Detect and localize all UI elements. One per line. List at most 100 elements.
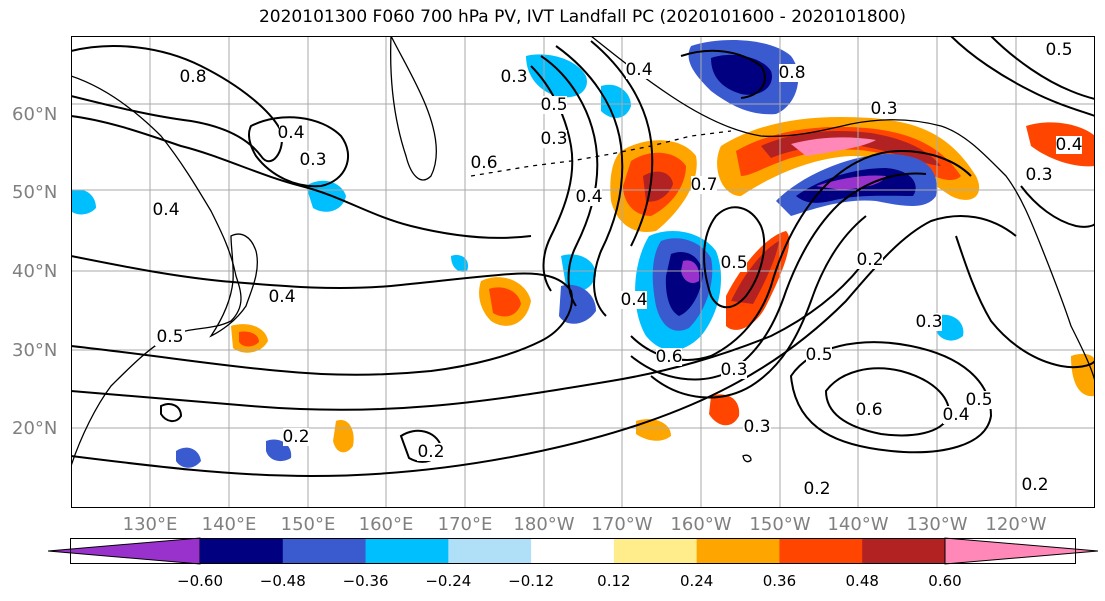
pv-contour	[71, 255, 573, 376]
colorbar-segment	[531, 538, 615, 564]
pv-contour	[71, 265, 862, 411]
contour-label: 0.4	[575, 187, 602, 207]
pv-contour	[555, 45, 624, 317]
lon-label-180w: 180°W	[513, 514, 575, 535]
contour-label: 0.3	[500, 67, 527, 87]
colorbar-tick-label: −0.48	[259, 572, 306, 590]
contour-label: 0.4	[620, 290, 647, 310]
positive-anomaly-region	[761, 130, 941, 166]
colorbar-segment	[779, 538, 863, 564]
positive-anomaly-region	[791, 137, 876, 156]
lon-label-120w: 120°W	[985, 514, 1047, 535]
pv-contour	[71, 215, 1017, 478]
contour-label: 0.8	[778, 63, 805, 83]
lat-label-30n: 30°N	[12, 340, 58, 361]
coastline-kamchatka	[390, 36, 438, 181]
colorbar-tick-label: 0.24	[679, 572, 714, 590]
contour-label: 0.3	[915, 312, 942, 332]
lon-label-130e: 130°E	[122, 514, 178, 535]
contour-label: 0.2	[1021, 475, 1048, 495]
colorbar-tick-label: −0.24	[425, 572, 472, 590]
pv-contours	[71, 36, 1095, 478]
colorbar-tick-label: −0.36	[342, 572, 389, 590]
pv-contour	[71, 115, 532, 239]
lon-label-140e: 140°E	[201, 514, 257, 535]
pv-contour	[71, 45, 283, 163]
contour-label: 0.3	[720, 360, 747, 380]
contour-label: 0.4	[1055, 135, 1082, 155]
positive-anomaly-region	[709, 394, 740, 426]
pv-contour	[160, 403, 183, 422]
negative-anomaly-region	[601, 84, 631, 118]
negative-anomaly-region	[71, 189, 96, 215]
negative-anomaly-region	[936, 314, 964, 341]
colorbar-segment	[696, 538, 780, 564]
positive-anomaly-region	[239, 331, 259, 347]
contour-label-layer: 0.8 0.4 0.3 0.4 0.5 0.4 0.2 0.2 0.4 0.5 …	[152, 40, 1082, 499]
coastline-japan	[209, 233, 258, 338]
pv-contour	[950, 36, 1095, 117]
contour-label: 0.5	[805, 345, 832, 365]
contour-label: 0.4	[152, 200, 179, 220]
contour-label: 0.3	[870, 99, 897, 119]
colorbar-tick-label: −0.12	[508, 572, 555, 590]
lat-label-20n: 20°N	[12, 418, 58, 439]
contour-label: 0.5	[156, 327, 183, 347]
contour-label: 0.4	[277, 123, 304, 143]
contour-label: 0.6	[855, 400, 882, 420]
colorbar-tick-label: −0.60	[177, 572, 223, 590]
coastline-asia	[71, 75, 242, 467]
colorbar-segment	[613, 538, 698, 564]
shaded-anomaly-layer	[71, 40, 1095, 468]
positive-anomaly-region	[636, 419, 671, 441]
contour-label: 0.2	[417, 442, 444, 462]
negative-anomaly-region	[711, 54, 772, 95]
pv-contour	[680, 49, 766, 99]
contour-label: 0.3	[299, 150, 326, 170]
colorbar-segment	[448, 538, 532, 564]
positive-anomaly-region	[489, 287, 521, 317]
lon-label-160e: 160°E	[358, 514, 414, 535]
lon-label-150e: 150°E	[280, 514, 336, 535]
contour-label: 0.2	[282, 427, 309, 447]
pv-contour	[650, 215, 867, 399]
pv-contour	[955, 235, 1095, 369]
pv-contour	[703, 206, 766, 309]
colorbar	[48, 537, 1098, 565]
contour-label: 0.5	[720, 253, 747, 273]
positive-anomaly-region	[731, 241, 779, 304]
lon-label-140w: 140°W	[827, 514, 889, 535]
contour-label: 0.6	[470, 153, 497, 173]
negative-anomaly-region	[816, 175, 886, 190]
contour-label: 0.2	[803, 479, 830, 499]
colorbar-segment	[862, 538, 946, 564]
contour-label: 0.3	[743, 417, 770, 437]
negative-anomaly-region	[306, 180, 346, 212]
negative-anomaly-region	[451, 255, 469, 272]
contour-label: 0.2	[856, 250, 883, 270]
map-title: 2020101300 F060 700 hPa PV, IVT Landfall…	[258, 7, 906, 27]
colorbar-segment	[944, 537, 1098, 565]
contour-label: 0.4	[268, 287, 295, 307]
lon-label-150w: 150°W	[749, 514, 811, 535]
lon-label-160w: 160°W	[670, 514, 732, 535]
contour-label: 0.6	[655, 347, 682, 367]
colorbar-segment	[282, 538, 367, 564]
colorbar-segment	[200, 538, 284, 564]
contour-label: 0.4	[942, 405, 969, 425]
pv-contour	[1020, 185, 1095, 228]
pv-contour	[789, 341, 993, 454]
map-plot: 0.8 0.4 0.3 0.4 0.5 0.4 0.2 0.2 0.4 0.5 …	[71, 36, 1095, 508]
pv-contour	[247, 116, 350, 188]
negative-anomaly-region	[176, 447, 201, 468]
contour-label: 0.5	[1045, 40, 1072, 60]
colorbar-tick-label: 0.12	[597, 572, 631, 590]
map-border	[71, 36, 1095, 508]
pv-contour	[630, 149, 972, 361]
lon-label-170e: 170°E	[437, 514, 493, 535]
colorbar-segment	[365, 538, 449, 564]
contour-label: 0.5	[965, 390, 992, 410]
coastline-hawaii	[742, 454, 752, 463]
pv-contour	[990, 36, 1095, 100]
coastline-aleutians	[470, 130, 732, 177]
